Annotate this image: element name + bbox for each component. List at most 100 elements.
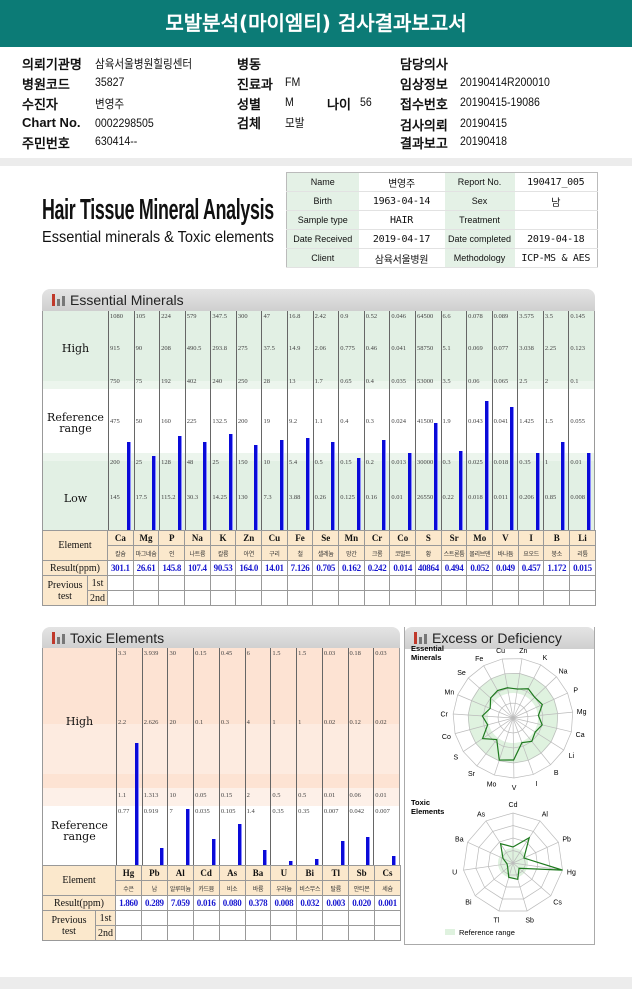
range-value: 2.626	[143, 719, 159, 726]
radar-axis-label: Hg	[567, 869, 576, 876]
result-value: 0.242	[363, 560, 391, 576]
previous-2nd-value	[296, 925, 324, 941]
range-value: 0.018	[493, 459, 509, 466]
radar-axis	[512, 820, 541, 864]
element-symbol: U	[270, 865, 298, 881]
previous-1st-value	[115, 910, 142, 926]
radar-axis-label: Cu	[496, 648, 505, 655]
previous-test-row-2: 2nd	[43, 925, 401, 941]
radar-axis	[463, 717, 514, 752]
previous-2nd-value	[107, 590, 134, 606]
range-value: 0.065	[493, 378, 509, 385]
range-value: 293.8	[212, 345, 227, 352]
ward-label: 병동	[237, 57, 261, 72]
result-bar	[331, 442, 336, 530]
range-value: 17.5	[135, 494, 147, 501]
element-korean-name: 카드뮴	[192, 880, 220, 896]
range-value: 160	[161, 418, 171, 425]
range-value: 75	[135, 378, 143, 385]
radar-axis	[494, 717, 514, 776]
column-divider	[210, 311, 212, 530]
previous-1st-value	[209, 575, 237, 591]
range-value: 1.313	[143, 792, 159, 799]
range-value: 0.5	[298, 792, 307, 799]
sample-info-table: Name 변영주 Report No. 190417_005 Birth 1963-04-…	[286, 172, 598, 268]
info-label: Treatment	[444, 210, 515, 230]
range-value: 9.2	[289, 418, 298, 425]
range-value: 208	[161, 345, 171, 352]
result-value: 40864	[415, 560, 442, 576]
range-value: 0.12	[349, 719, 361, 726]
result-value: 0.049	[492, 560, 519, 576]
radar-axis-label: Cd	[509, 802, 518, 809]
range-value: 0.01	[375, 792, 387, 799]
range-value: 0.206	[519, 494, 534, 501]
radar-axis-label: Tl	[493, 918, 499, 925]
element-symbol: Li	[569, 530, 596, 546]
result-label: Result(ppm)	[41, 560, 109, 576]
radar-axis	[512, 717, 515, 778]
column-divider	[108, 311, 109, 530]
element-korean-name: 바륨	[244, 880, 272, 896]
range-value: 30000	[416, 459, 434, 466]
element-symbol: Cs	[374, 865, 401, 881]
previous-2nd-value	[184, 590, 211, 606]
range-value: 0.15	[340, 459, 352, 466]
range-value: 1.7	[314, 378, 323, 385]
element-korean-name: 납	[140, 880, 168, 896]
range-value: 2	[246, 792, 250, 799]
range-value: 0.069	[468, 345, 483, 352]
element-korean-name: 구리	[261, 545, 288, 561]
element-korean-name: 황	[415, 545, 442, 561]
radar-axis	[512, 711, 573, 719]
previous-test-row-2: 2nd	[43, 590, 596, 606]
column-divider	[184, 311, 186, 530]
result-value: 0.378	[244, 895, 272, 911]
legend-label: Reference range	[459, 928, 515, 937]
range-value: 10	[169, 792, 176, 799]
range-value: 0.077	[493, 345, 509, 352]
previous-1st-value	[140, 910, 168, 926]
element-korean-name: 아연	[235, 545, 263, 561]
element-korean-name: 마그네슘	[132, 545, 160, 561]
previous-1st-value	[338, 575, 365, 591]
element-symbol: B	[543, 530, 571, 546]
element-symbol: Ca	[107, 530, 134, 546]
range-value: 1.5	[272, 650, 281, 657]
range-value: 5.1	[442, 345, 451, 352]
range-value: 0.008	[570, 494, 586, 501]
previous-1st-value	[415, 575, 442, 591]
radar-axis	[512, 692, 568, 719]
column-divider	[568, 311, 570, 530]
range-value: 3.88	[289, 494, 301, 501]
previous-1st-value	[322, 910, 350, 926]
radar-title: Elements	[411, 807, 444, 816]
range-value: 0.05	[195, 792, 207, 799]
radar-axis	[512, 862, 528, 912]
range-value: 0.5	[272, 792, 281, 799]
radar-axis-label: Se	[457, 670, 466, 677]
result-bar	[314, 858, 319, 865]
previous-2nd-value	[132, 590, 160, 606]
radar-axis-label: Ba	[455, 836, 464, 843]
range-value: 10	[263, 459, 270, 466]
report-label: 결과보고	[400, 136, 448, 151]
previous-test-row-1: Previous test 1st	[42, 910, 401, 941]
column-divider	[542, 311, 544, 530]
element-symbol: K	[209, 530, 237, 546]
code-value: 35827	[95, 75, 125, 89]
range-value: 3.038	[519, 345, 534, 352]
previous-1st-value	[348, 910, 376, 926]
previous-2nd-value	[415, 590, 442, 606]
column-divider	[287, 311, 289, 530]
range-value: 0.52	[365, 313, 378, 320]
element-symbol: Mg	[132, 530, 160, 546]
range-value: 0.01	[570, 459, 582, 466]
range-value: 150	[237, 459, 248, 466]
range-value: 579	[186, 313, 197, 320]
range-value: 0.85	[544, 494, 557, 501]
toxic-elements-header: Toxic Elements	[42, 627, 400, 649]
range-value: 1	[298, 719, 302, 726]
result-label: Result(ppm)	[41, 895, 117, 911]
second-label: 2nd	[86, 590, 109, 606]
